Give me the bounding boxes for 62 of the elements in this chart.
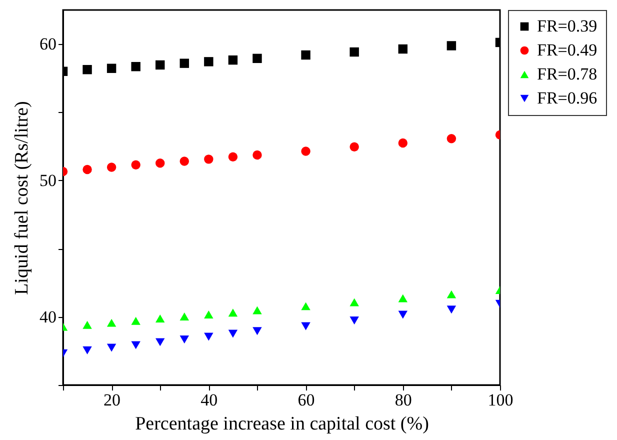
point [350,316,359,324]
point [252,150,262,160]
point [82,346,92,354]
point [398,44,408,54]
point [180,58,189,68]
y-tick-label: 60 [40,34,56,54]
point [398,138,408,148]
point [252,54,262,64]
point [204,332,214,341]
point [156,338,165,346]
point [82,320,92,329]
x-tick-label: 20 [104,390,121,410]
y-axis-title: Liquid fuel cost (Rs/litre) [12,101,32,295]
legend-label: FR=0.78 [537,64,598,84]
point [156,60,165,70]
point [131,341,140,350]
point [204,154,214,164]
point [350,47,359,57]
point [446,41,456,50]
point [446,290,456,298]
point [228,308,238,317]
point [156,158,165,168]
point [180,312,189,321]
point [180,156,189,166]
point [180,335,189,344]
point [252,306,262,314]
point [350,142,359,152]
point [301,146,310,156]
point [301,50,310,60]
x-axis-title: Percentage increase in capital cost (%) [135,414,429,434]
point [82,64,92,74]
point [106,344,116,352]
point [106,318,116,327]
point [301,302,310,310]
point [131,62,140,72]
x-tick-label: 100 [488,390,514,410]
point [228,55,238,65]
point [82,164,92,174]
point [131,316,140,325]
x-tick-label: 40 [200,390,218,410]
y-tick-label: 50 [40,170,56,190]
point [446,306,456,314]
point [106,64,116,73]
point [301,322,310,330]
point [398,294,408,302]
point [204,57,214,66]
point [204,310,214,318]
point [106,162,116,172]
y-tick-label: 40 [40,307,56,326]
legend-label: FR=0.96 [537,88,598,108]
point [252,327,262,336]
legend-label: FR=0.49 [537,40,598,60]
x-tick-label: 80 [394,390,412,410]
point [398,310,408,319]
point [228,330,238,338]
legend-label: FR=0.39 [537,16,598,36]
point [131,160,140,170]
point [228,152,238,162]
x-tick-label: 60 [298,390,315,410]
point [446,134,456,144]
point [350,298,359,306]
point [156,314,165,322]
